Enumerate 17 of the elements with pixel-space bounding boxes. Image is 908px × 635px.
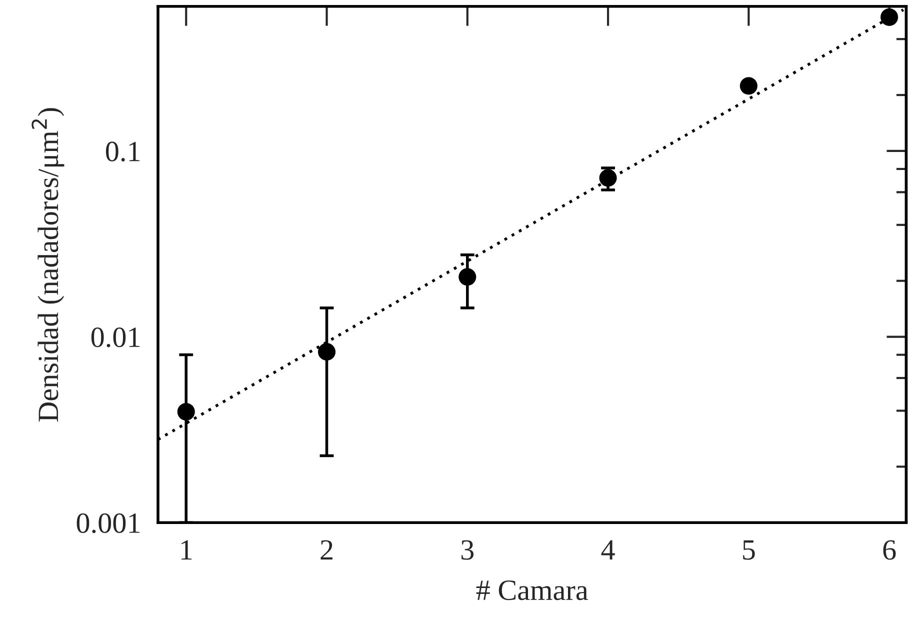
y-tick-label: 0.01 [91,328,140,348]
y-tick-label: 0.001 [76,513,140,534]
x-tick-label: 4 [601,540,615,560]
point [458,268,476,286]
x-tick-label: 5 [743,540,755,560]
point [599,169,617,187]
point [740,77,758,95]
x-tick-label: 1 [181,540,192,560]
y-tick-label: 0.1 [106,142,140,162]
x-tick-label: 2 [320,540,332,560]
point [880,8,898,26]
x-tick-label: 6 [883,540,896,560]
x-tick-label: 3 [462,540,474,560]
x-axis-title: # Camara [476,580,588,600]
y-axis-title: Densidad (nadadores/μm$^{2}$) [32,108,64,422]
point [318,343,336,361]
point [177,402,195,421]
